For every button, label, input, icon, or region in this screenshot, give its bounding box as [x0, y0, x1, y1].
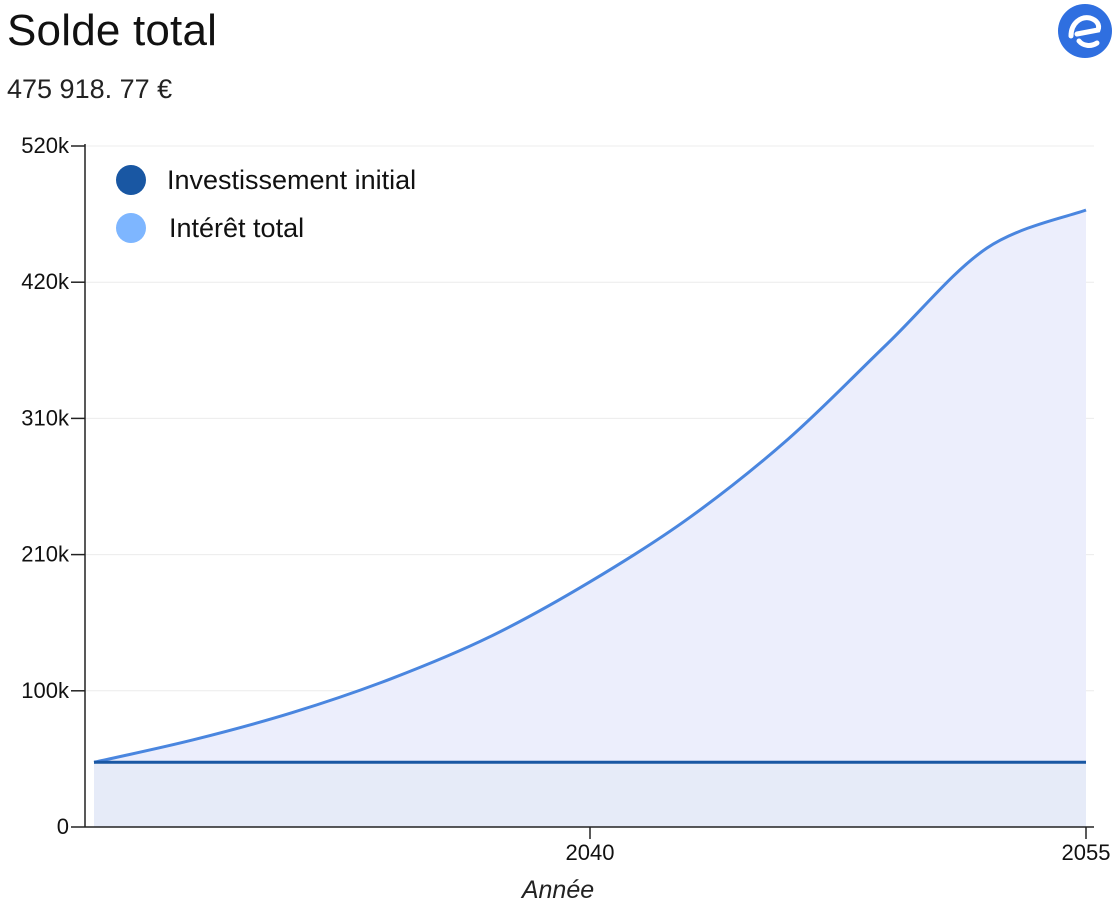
e-logo-icon[interactable] — [1057, 3, 1113, 59]
y-tick-label: 520k — [21, 133, 70, 158]
y-tick-label: 100k — [21, 678, 70, 703]
page-title: Solde total — [7, 6, 218, 55]
interest-line — [93, 208, 1087, 764]
initial-investment-area — [94, 762, 1086, 827]
chart-lines — [93, 208, 1087, 764]
x-axis-ticks: 2040 2055 — [566, 827, 1111, 865]
chart-legend: Investissement initial Intérêt total — [116, 165, 416, 243]
chart-areas — [94, 210, 1086, 827]
x-tick-label: 2055 — [1062, 840, 1111, 865]
y-tick-label: 0 — [57, 814, 69, 839]
legend-dot — [116, 165, 146, 195]
y-tick-label: 310k — [21, 405, 70, 430]
legend-label: Investissement initial — [167, 165, 416, 195]
total-balance: 475 918. 77 € — [7, 74, 173, 104]
interest-area — [94, 210, 1086, 827]
legend-dot — [116, 213, 146, 243]
x-axis-title: Année — [520, 876, 594, 904]
y-tick-label: 420k — [21, 269, 70, 294]
y-tick-label: 210k — [21, 542, 70, 567]
x-tick-label: 2040 — [566, 840, 615, 865]
legend-label: Intérêt total — [169, 213, 304, 243]
y-axis-ticks: 0 100k 210k 310k 420k 520k — [21, 133, 85, 839]
logo-e-glyph — [1068, 15, 1102, 48]
